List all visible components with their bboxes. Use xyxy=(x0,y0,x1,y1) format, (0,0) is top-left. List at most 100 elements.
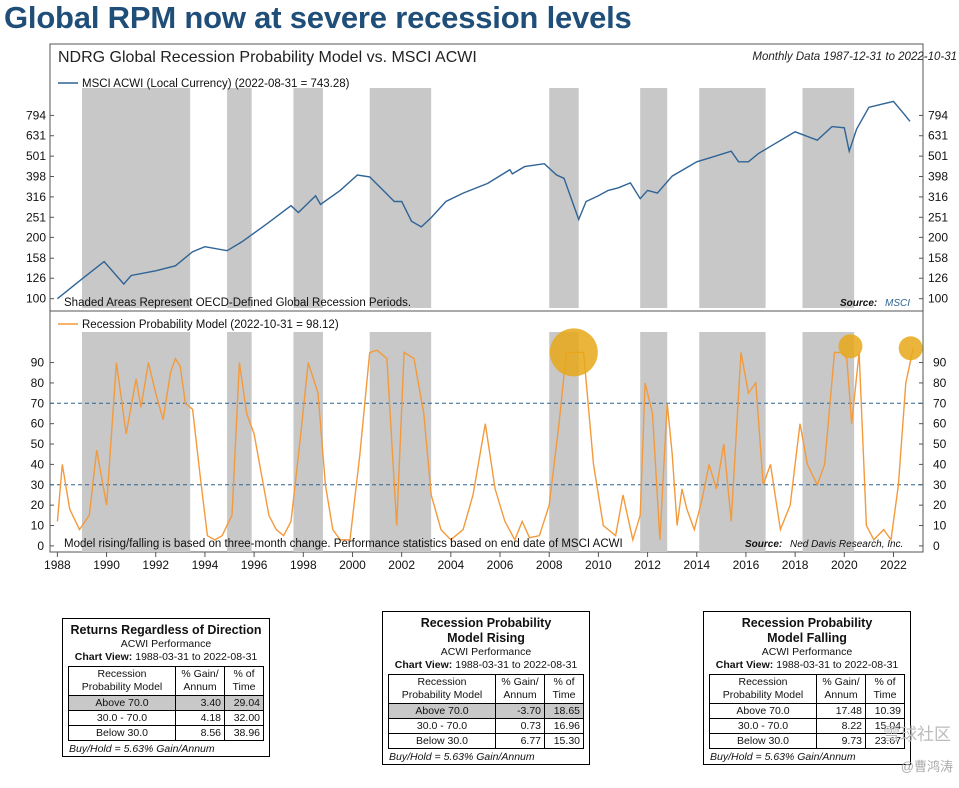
row-label: Above 70.0 xyxy=(68,695,176,711)
col-time: % of Time xyxy=(224,666,264,696)
x-tick-label: 1998 xyxy=(290,558,317,572)
table-falling: Recession Probability Model Falling ACWI… xyxy=(703,611,911,765)
y-tick-label: 40 xyxy=(933,457,947,471)
bottom-source-label: Source: xyxy=(745,539,782,550)
y-tick-label: 794 xyxy=(928,108,948,122)
row-time: 18.65 xyxy=(544,703,584,719)
table-view-label: Chart View: xyxy=(394,659,453,671)
highlight-circle xyxy=(898,336,923,361)
x-tick-label: 2022 xyxy=(880,558,907,572)
recession-band-top xyxy=(802,88,855,308)
y-tick-label: 158 xyxy=(928,251,948,265)
table-footer: Buy/Hold = 5.63% Gain/Annum xyxy=(69,743,215,755)
table-rising: Recession Probability Model Rising ACWI … xyxy=(382,611,590,765)
chart-subtitle: Monthly Data 1987-12-31 to 2022-10-31 xyxy=(752,51,957,63)
bottom-y-axis: 0 0 10 10 20 20 30 30 40 40 50 50 60 60 70 70 80 80 90 90 xyxy=(31,356,947,553)
y-tick-label: 126 xyxy=(26,271,46,285)
col-model: Recession Probability Model xyxy=(68,666,176,696)
x-tick-label: 2018 xyxy=(782,558,809,572)
x-tick-label: 2010 xyxy=(585,558,612,572)
y-tick-label: 60 xyxy=(31,417,45,431)
row-time: 23.67 xyxy=(865,733,905,749)
table-view-range: 1988-03-31 to 2022-08-31 xyxy=(776,659,899,671)
table-subtitle: ACWI Performance xyxy=(440,646,532,658)
recession-chart: NDRG Global Recession Probability Model … xyxy=(26,43,957,572)
x-tick-label: 2016 xyxy=(733,558,760,572)
acwi-legend-label: MSCI ACWI (Local Currency) (2022-08-31 =… xyxy=(82,78,350,90)
table-row: Above 70.0 -3.70 18.65 xyxy=(388,703,584,719)
table-subtitle: ACWI Performance xyxy=(120,638,212,650)
y-tick-label: 398 xyxy=(26,169,46,183)
chart-title: NDRG Global Recession Probability Model … xyxy=(58,49,477,66)
table-all-directions: Returns Regardless of Direction ACWI Per… xyxy=(62,618,270,757)
highlight-circles xyxy=(549,328,923,377)
y-tick-label: 501 xyxy=(928,149,948,163)
table-title: Returns Regardless of Direction xyxy=(70,623,262,637)
col-time: % of Time xyxy=(544,674,584,704)
row-time: 15.30 xyxy=(544,733,584,749)
table-row: Below 30.0 8.56 38.96 xyxy=(68,725,264,741)
acwi-series-line xyxy=(56,100,911,300)
top-note: Shaded Areas Represent OECD-Defined Glob… xyxy=(64,297,411,309)
y-tick-label: 70 xyxy=(31,396,45,410)
x-tick-label: 1988 xyxy=(44,558,71,572)
y-tick-label: 50 xyxy=(31,437,45,451)
performance-table: Recession Probability Model% Gain/ Annum… xyxy=(388,674,584,749)
y-tick-label: 501 xyxy=(26,149,46,163)
x-tick-label: 2020 xyxy=(831,558,858,572)
row-gain: 0.73 xyxy=(495,718,545,734)
y-tick-label: 10 xyxy=(31,519,45,533)
y-tick-label: 251 xyxy=(26,210,46,224)
table-view-label: Chart View: xyxy=(715,659,774,671)
y-tick-label: 200 xyxy=(928,230,948,244)
row-label: Below 30.0 xyxy=(709,733,817,749)
x-tick-label: 2006 xyxy=(487,558,514,572)
recession-band-top xyxy=(227,88,252,308)
performance-table: Recession Probability Model% Gain/ Annum… xyxy=(68,666,264,741)
row-gain: 8.56 xyxy=(175,725,225,741)
col-gain: % Gain/ Annum xyxy=(495,674,545,704)
recession-band-top xyxy=(81,88,191,308)
y-tick-label: 200 xyxy=(26,230,46,244)
rpm-legend-label: Recession Probability Model (2022-10-31 … xyxy=(82,319,339,331)
y-tick-label: 158 xyxy=(26,251,46,265)
y-tick-label: 251 xyxy=(928,210,948,224)
recession-band-bottom xyxy=(699,332,766,552)
y-tick-label: 316 xyxy=(928,190,948,204)
table-row: 30.0 - 70.0 4.18 32.00 xyxy=(68,710,264,726)
table-row: 30.0 - 70.0 8.22 15.04 xyxy=(709,718,905,734)
row-gain: 8.22 xyxy=(816,718,866,734)
row-label: 30.0 - 70.0 xyxy=(388,718,496,734)
x-tick-label: 1992 xyxy=(142,558,169,572)
y-tick-label: 40 xyxy=(31,457,45,471)
table-row: Below 30.0 6.77 15.30 xyxy=(388,733,584,749)
row-label: 30.0 - 70.0 xyxy=(68,710,176,726)
y-tick-label: 794 xyxy=(26,108,46,122)
row-time: 38.96 xyxy=(224,725,264,741)
row-label: Above 70.0 xyxy=(388,703,496,719)
table-view: Chart View: 1988-03-31 to 2022-08-31 xyxy=(383,659,589,672)
y-tick-label: 398 xyxy=(928,169,948,183)
row-label: 30.0 - 70.0 xyxy=(709,718,817,734)
col-model: Recession Probability Model xyxy=(388,674,496,704)
row-gain: 17.48 xyxy=(816,703,866,719)
y-tick-label: 70 xyxy=(933,396,947,410)
y-tick-label: 90 xyxy=(31,356,45,370)
y-tick-label: 100 xyxy=(26,292,46,306)
highlight-circle xyxy=(549,328,598,377)
recession-band-top xyxy=(293,88,323,308)
y-tick-label: 80 xyxy=(933,376,947,390)
x-tick-label: 1996 xyxy=(241,558,268,572)
table-row: Above 70.0 17.48 10.39 xyxy=(709,703,905,719)
watermark: 雪球社区 xyxy=(883,725,951,744)
y-tick-label: 0 xyxy=(933,539,940,553)
chart-frame xyxy=(49,43,924,553)
col-time: % of Time xyxy=(865,674,905,704)
highlight-circle xyxy=(838,334,863,359)
y-tick-label: 20 xyxy=(933,498,947,512)
table-footer: Buy/Hold = 5.63% Gain/Annum xyxy=(389,751,535,763)
x-tick-label: 2002 xyxy=(388,558,415,572)
recession-band-bottom xyxy=(81,332,191,552)
row-time: 29.04 xyxy=(224,695,264,711)
col-gain: % Gain/ Annum xyxy=(816,674,866,704)
